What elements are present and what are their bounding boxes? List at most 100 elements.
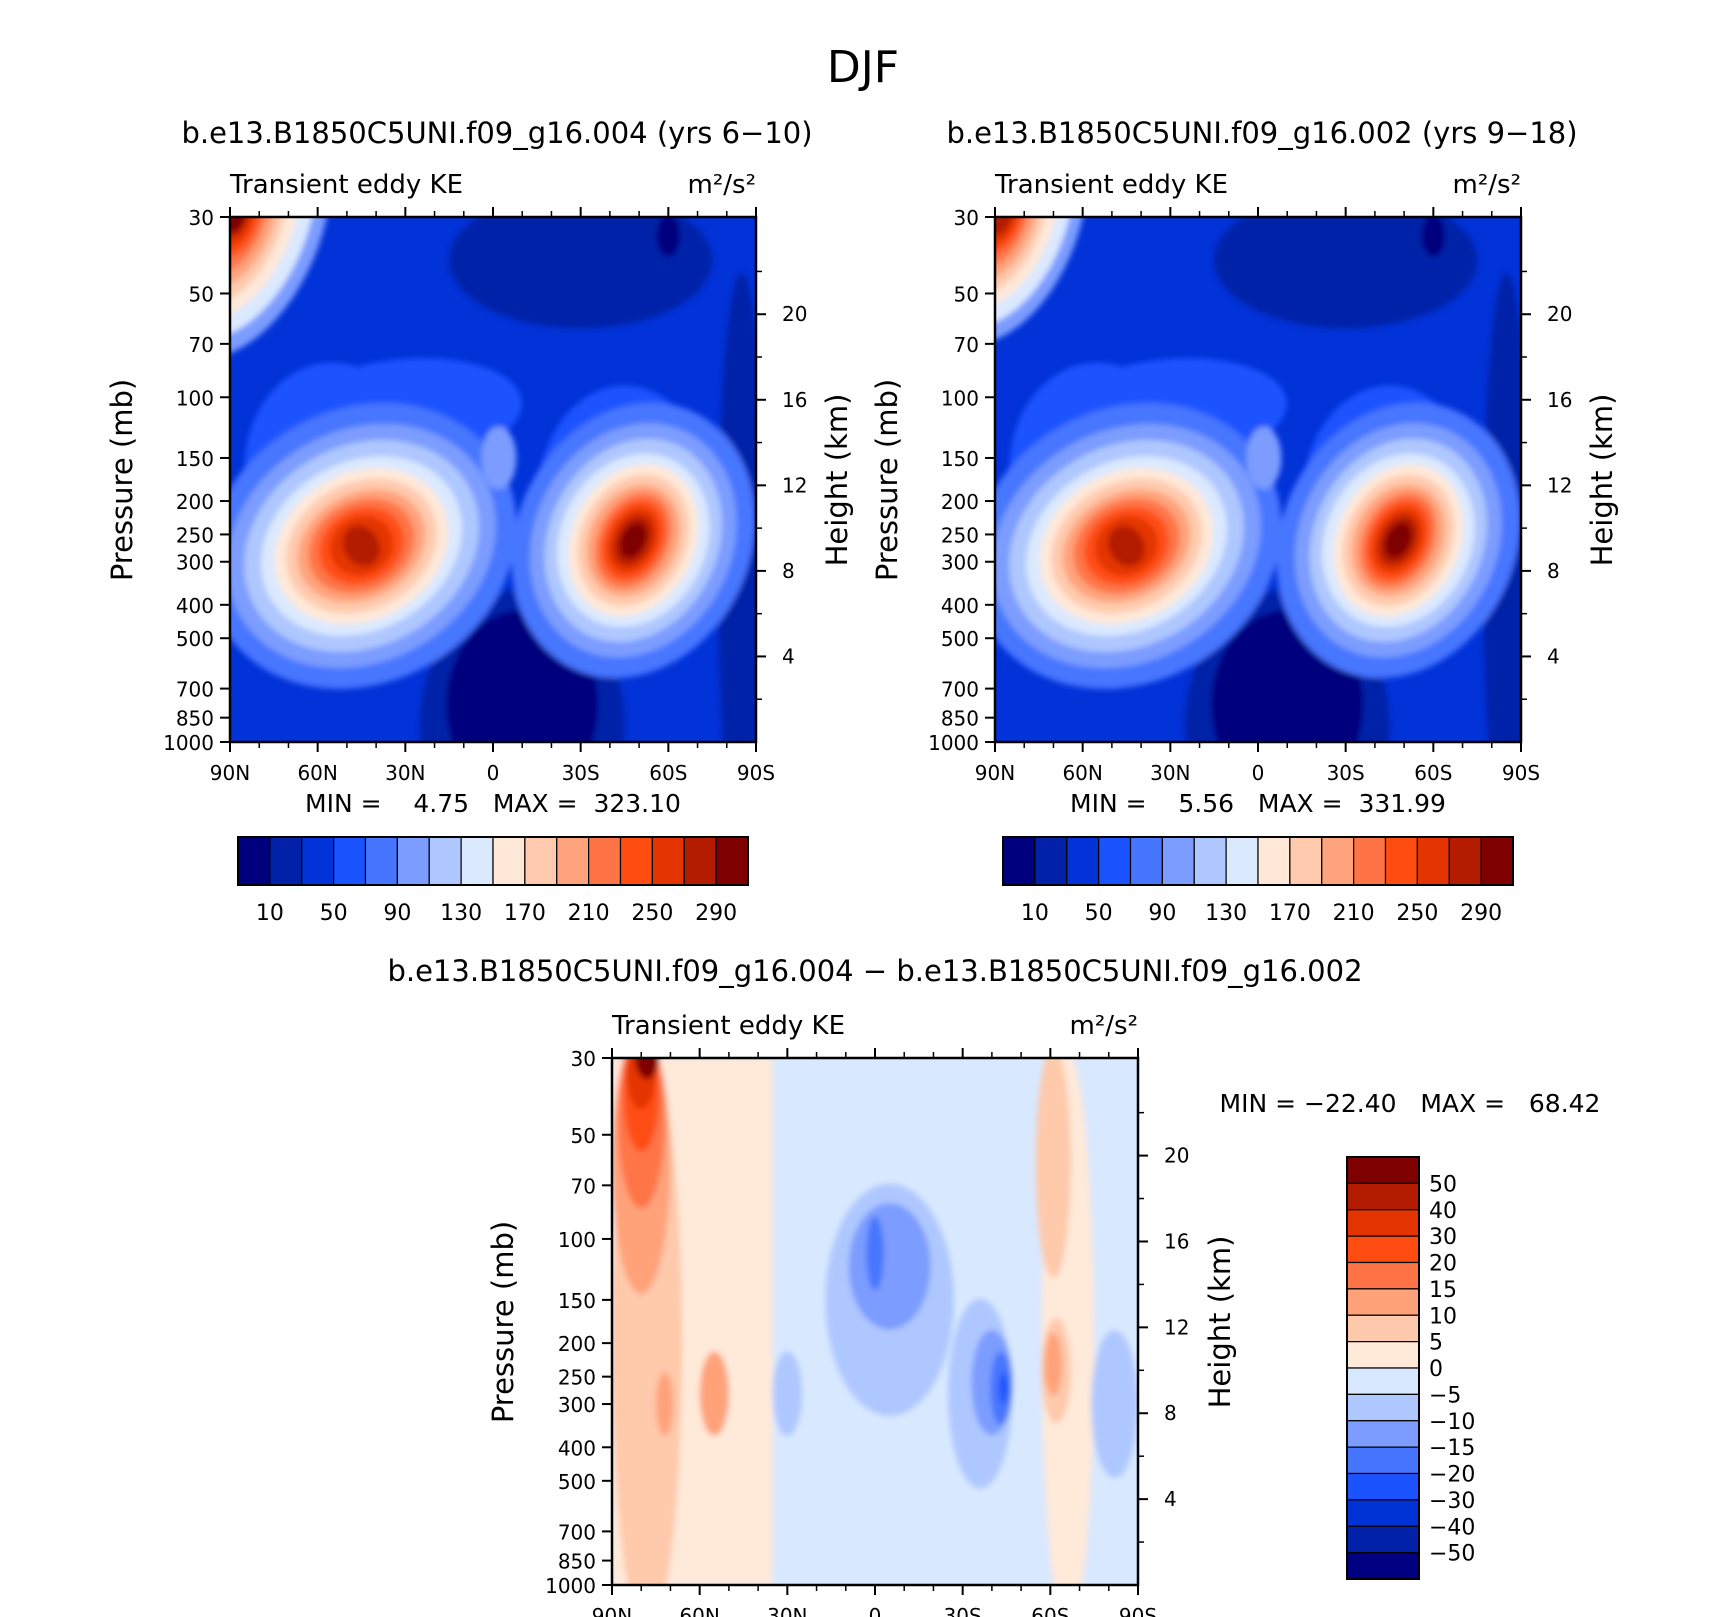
panel-title: b.e13.B1850C5UNI.f09_g16.004 − b.e13.B18… xyxy=(387,954,1362,988)
y2-axis-label: Height (km) xyxy=(1203,1236,1237,1409)
min-max-stats: MIN = 5.56 MAX = 331.99 xyxy=(1070,789,1446,818)
y-tick-label: 500 xyxy=(941,627,979,651)
contour-fill xyxy=(655,1372,674,1436)
colorbar-box xyxy=(1321,836,1355,886)
y-tick-label: 850 xyxy=(941,707,979,731)
y-tick-label: 150 xyxy=(176,447,214,471)
colorbar-box xyxy=(1346,1156,1420,1184)
x-tick-label: 60S xyxy=(1414,761,1452,785)
colorbar-label: 130 xyxy=(440,901,482,926)
y2-tick-label: 4 xyxy=(1547,644,1560,668)
colorbar-label: −50 xyxy=(1429,1542,1475,1567)
y2-axis-label: Height (km) xyxy=(1585,394,1619,567)
colorbar-label: 20 xyxy=(1429,1252,1457,1277)
colorbar-label: 5 xyxy=(1429,1331,1443,1356)
contour-fill xyxy=(230,217,249,238)
colorbar-box xyxy=(1225,836,1259,886)
y-tick-label: 300 xyxy=(941,551,979,575)
x-tick-label: 60S xyxy=(649,761,687,785)
colorbar-label: 40 xyxy=(1429,1199,1457,1224)
colorbar-label: 130 xyxy=(1205,901,1247,926)
colorbar-box xyxy=(683,836,717,886)
axes: 305070100150200250300400500700850100090N… xyxy=(545,1047,1189,1617)
y-tick-label: 50 xyxy=(954,282,979,306)
x-tick-label: 0 xyxy=(869,1604,882,1617)
colorbar-label: 210 xyxy=(1333,901,1375,926)
x-tick-label: 30S xyxy=(562,761,600,785)
contour-fill xyxy=(230,217,302,318)
panel-title: b.e13.B1850C5UNI.f09_g16.002 (yrs 9−18) xyxy=(946,116,1577,150)
y-tick-label: 70 xyxy=(954,333,979,357)
colorbar-box xyxy=(1384,836,1418,886)
contour-fill xyxy=(620,522,647,558)
x-tick-label: 30N xyxy=(767,1604,807,1617)
y-tick-label: 70 xyxy=(571,1174,596,1198)
y-tick-label: 700 xyxy=(941,678,979,702)
y-tick-label: 30 xyxy=(954,206,979,230)
x-tick-label: 30S xyxy=(944,1604,982,1617)
colorbar-label: 30 xyxy=(1429,1225,1457,1250)
contour-fill xyxy=(1246,426,1282,490)
colorbar-box xyxy=(1257,836,1291,886)
contour-fill xyxy=(995,217,1074,326)
colorbar-box xyxy=(1346,1235,1420,1264)
y-tick-label: 30 xyxy=(189,206,214,230)
x-tick-label: 30S xyxy=(1327,761,1365,785)
contour-fill xyxy=(230,217,280,288)
colorbar-box xyxy=(1346,1182,1420,1211)
colorbar-label: 170 xyxy=(1269,901,1311,926)
y2-axis-label: Height (km) xyxy=(820,394,854,567)
x-tick-label: 90S xyxy=(1119,1604,1157,1617)
contour-fill xyxy=(995,217,1088,345)
colorbar-box xyxy=(1002,836,1036,886)
y-axis-label: Pressure (mb) xyxy=(870,379,904,581)
y-tick-label: 50 xyxy=(571,1124,596,1148)
contour-fill xyxy=(699,1351,729,1436)
colorbar-label: 50 xyxy=(320,901,348,926)
y-tick-label: 300 xyxy=(176,551,214,575)
colorbar-label: 10 xyxy=(256,901,284,926)
colorbar-box xyxy=(1346,1288,1420,1316)
contour-fill xyxy=(230,217,317,339)
colorbar-box xyxy=(1346,1525,1420,1554)
y2-tick-label: 12 xyxy=(1164,1315,1189,1339)
colorbar-label: 10 xyxy=(1429,1304,1457,1329)
colorbar-label: 250 xyxy=(1396,901,1438,926)
colorbar-box xyxy=(492,836,526,886)
units-label: m²/s² xyxy=(1453,170,1521,200)
colorbar-label: 250 xyxy=(631,901,673,926)
y-tick-label: 50 xyxy=(189,282,214,306)
y2-tick-label: 16 xyxy=(1164,1229,1189,1253)
colorbar-box xyxy=(1034,836,1068,886)
y2-tick-label: 20 xyxy=(1547,302,1572,326)
contour-fill xyxy=(999,1372,1008,1405)
colorbar-label: 290 xyxy=(1460,901,1502,926)
x-tick-label: 0 xyxy=(487,761,500,785)
colorbar-box xyxy=(460,836,494,886)
colorbar-label: 290 xyxy=(695,901,737,926)
y2-tick-label: 4 xyxy=(1164,1487,1177,1511)
colorbar-box xyxy=(1416,836,1450,886)
x-tick-label: 90N xyxy=(210,761,250,785)
y2-tick-label: 20 xyxy=(1164,1144,1189,1168)
colorbar-label: −20 xyxy=(1429,1463,1475,1488)
colorbar-box xyxy=(1346,1314,1420,1343)
colorbar-box xyxy=(619,836,653,886)
y-tick-label: 200 xyxy=(941,490,979,514)
y-tick-label: 100 xyxy=(941,386,979,410)
colorbar-label: 0 xyxy=(1429,1357,1443,1382)
contour-fill xyxy=(230,217,263,258)
colorbar-box xyxy=(1346,1393,1420,1422)
y-tick-label: 1000 xyxy=(163,731,214,755)
colorbar-box xyxy=(588,836,622,886)
y-tick-label: 150 xyxy=(941,447,979,471)
y-tick-label: 400 xyxy=(558,1436,596,1460)
colorbar-box xyxy=(396,836,430,886)
x-tick-label: 90N xyxy=(592,1604,632,1617)
contour-fill xyxy=(635,1058,659,1080)
colorbar-box xyxy=(1346,1472,1420,1501)
colorbar-box xyxy=(1161,836,1195,886)
y-tick-label: 250 xyxy=(941,523,979,547)
contour-fill xyxy=(866,1216,884,1291)
colorbar-label: 210 xyxy=(568,901,610,926)
